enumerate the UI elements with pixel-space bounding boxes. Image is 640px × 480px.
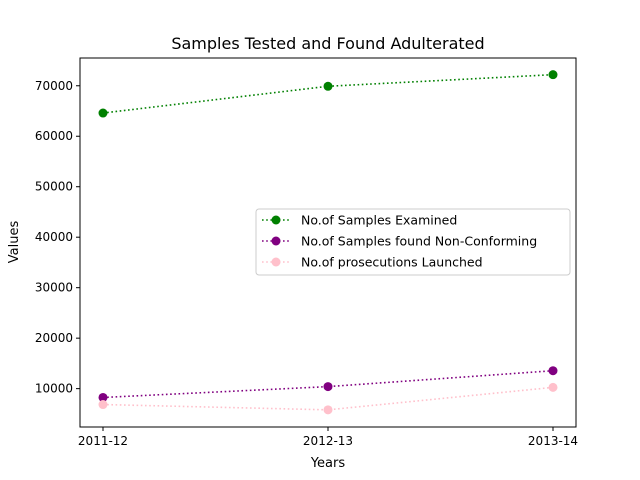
- y-axis-ticks: 10000 20000 30000 40000 50000 60000 70000: [35, 79, 80, 396]
- y-tick-label: 20000: [35, 331, 73, 345]
- x-axis-label: Years: [310, 456, 346, 471]
- legend-item: No.of Samples Examined: [262, 213, 457, 228]
- plot-frame: [79, 57, 577, 428]
- legend-item: No.of prosecutions Launched: [262, 255, 483, 270]
- series-layer: [98, 70, 558, 415]
- data-point: [323, 81, 333, 91]
- series-3: [98, 382, 558, 415]
- legend-box: [255, 208, 571, 276]
- x-tick-label: 2012-13: [303, 434, 353, 448]
- x-axis-ticks: 2011-12 2012-13 2013-14: [78, 427, 578, 448]
- series-2: [98, 366, 558, 402]
- y-tick-label: 60000: [35, 129, 73, 143]
- x-tick-label: 2013-14: [528, 434, 578, 448]
- legend-label: No.of prosecutions Launched: [301, 255, 483, 270]
- legend: No.of Samples Examined No.of Samples foun…: [255, 208, 571, 276]
- data-point: [548, 366, 558, 376]
- x-tick-label: 2011-12: [78, 434, 128, 448]
- legend-marker: [271, 236, 281, 246]
- y-tick-label: 70000: [35, 79, 73, 93]
- data-point: [98, 108, 108, 118]
- legend-marker: [271, 215, 281, 225]
- y-tick-label: 10000: [35, 382, 73, 396]
- data-point: [323, 405, 333, 415]
- data-point: [98, 400, 108, 410]
- y-axis-label: Values: [7, 221, 22, 264]
- data-point: [548, 382, 558, 392]
- data-point: [323, 382, 333, 392]
- y-tick-label: 30000: [35, 281, 73, 295]
- y-tick-label: 50000: [35, 180, 73, 194]
- legend-label: No.of Samples Examined: [301, 213, 457, 228]
- chart-title: Samples Tested and Found Adulterated: [171, 34, 484, 53]
- legend-marker: [271, 257, 281, 267]
- y-tick-label: 40000: [35, 230, 73, 244]
- data-point: [548, 70, 558, 80]
- series-1: [98, 70, 558, 118]
- legend-item: No.of Samples found Non-Conforming: [262, 234, 537, 249]
- data-point: [98, 392, 108, 402]
- legend-label: No.of Samples found Non-Conforming: [301, 234, 537, 249]
